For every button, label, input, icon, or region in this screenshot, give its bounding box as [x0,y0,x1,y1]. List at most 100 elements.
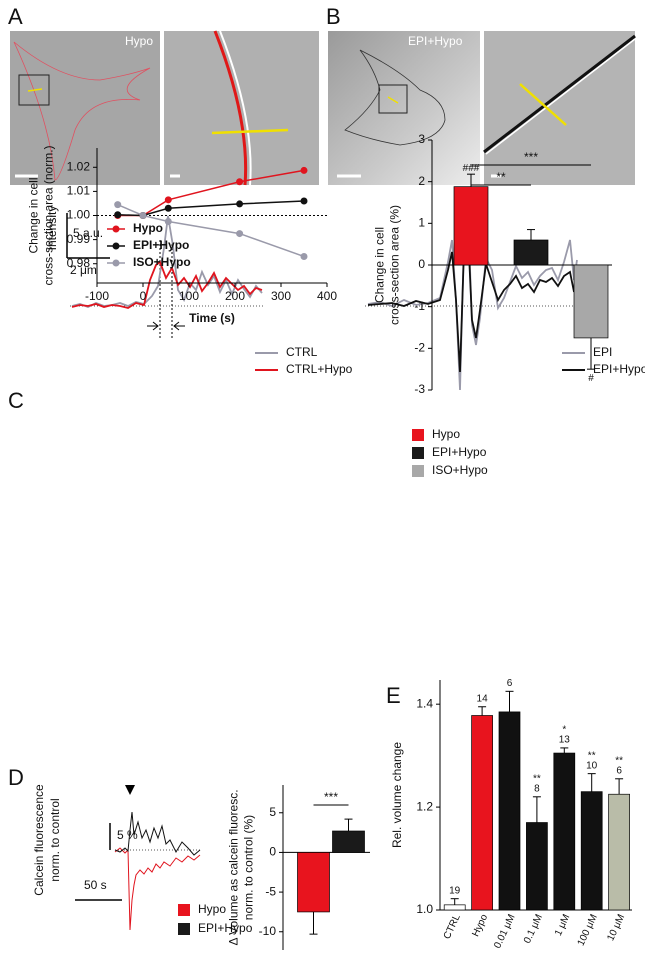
x-tick-label: Hypo [470,912,490,938]
scale-label: 50 s [84,878,107,892]
series-point [164,196,172,204]
x-tick-label: CTRL [442,912,463,941]
bar [297,852,330,913]
annotation: ** [533,773,541,784]
scale-label: 5 a.u. [73,226,103,240]
n-label: 8 [534,783,540,794]
bar [332,830,365,853]
y-tick-label: -1 [414,299,425,313]
bar [580,791,603,911]
series-point [114,211,122,219]
legend-marker [112,225,120,233]
x-tick-label: 400 [317,289,337,303]
panel-label: A [8,4,23,29]
series-point [236,178,244,186]
micrograph-b: EPI+Hypo [328,31,636,185]
series-point [139,212,147,219]
bar [553,752,576,911]
traces-a: Intensity 5 a.u. 2 μm CTRL CTRL+Hypo [45,206,353,377]
y-label: Calcein fluorescence [32,784,46,896]
y-tick-label: 1.4 [416,696,433,710]
y-tick-label: -2 [414,341,425,355]
legend-swatch [178,923,190,935]
y-tick-label: 0 [418,257,425,271]
y-tick-label: 1.01 [67,184,91,198]
y-tick-label: 1 [418,216,425,230]
y-label: Change in cell [27,177,41,253]
n-label: 14 [477,693,489,704]
legend-marker [112,242,120,250]
annotation: ** [615,755,623,766]
annotation: ### [463,163,480,174]
y-label: cross-section area (%) [388,205,402,325]
x-tick-label: 300 [271,289,291,303]
panel-label: C [8,388,24,413]
x-tick-label: 0.1 μM [522,913,545,946]
x-tick-label: 0 [140,289,147,303]
legend-label: ISO+Hypo [133,255,191,269]
legend-label: Hypo [432,427,460,441]
n-label: 19 [449,885,461,896]
image-label: Hypo [125,34,153,48]
y-label: norm. to control (%) [242,815,256,920]
y-tick-label: 0 [269,845,276,859]
series-point [114,201,122,209]
legend-label: ISO+Hypo [432,463,488,477]
y-label: Rel. volume change [390,742,404,848]
n-label: 6 [507,678,513,689]
scale-label: 5 % [117,828,138,842]
significance-label: *** [324,790,338,804]
x-tick-label: 200 [225,289,245,303]
image-label: EPI+Hypo [408,34,463,48]
legend-swatch [178,904,190,916]
y-tick-label: -10 [259,924,277,938]
y-tick-label: 3 [418,132,425,146]
series-point [300,252,308,260]
y-tick-label: -3 [414,382,425,396]
y-tick-label: 5 [269,805,276,819]
y-label: cross-section area (norm.) [42,145,56,285]
series-point [300,166,308,174]
series-point [164,204,172,212]
significance-label: ** [496,170,506,184]
legend-label: Hypo [133,221,163,235]
y-tick-label: 2 [418,174,425,188]
n-label: 6 [616,765,622,776]
series-point [300,197,308,205]
panel-label: B [326,4,341,29]
y-tick-label: 1.2 [416,799,433,813]
y-tick-label: 0.98 [67,256,91,270]
scale-label: 2 μm [70,263,97,277]
x-tick-label: 10 μM [605,913,627,943]
bar [453,186,489,266]
y-tick-label: 1.00 [67,208,91,222]
legend-label: Hypo [198,902,226,916]
x-tick-label: 100 μM [576,913,600,948]
y-label: Change in cell [373,227,387,303]
y-tick-label: 0.99 [67,232,91,246]
legend-label: CTRL [286,345,318,359]
series-point [236,200,244,208]
panel-label: D [8,765,24,790]
micrograph-a: Hypo [10,30,319,186]
bar [526,822,548,911]
panel-label: E [386,683,401,708]
x-label: Time (s) [189,311,235,325]
annotation: ** [588,750,596,761]
x-tick-label: 0.01 μM [492,913,517,951]
bar [608,793,630,911]
legend-swatch [412,465,424,477]
bar [443,904,466,911]
traces-d: Calcein fluorescence norm. to control 5 … [32,784,201,931]
legend-label: EPI [593,345,612,359]
y-label: Δ Volume as calcein fluoresc. [227,789,241,945]
legend-swatch [412,429,424,441]
bar [513,239,549,266]
bar [471,715,493,911]
n-label: 13 [559,735,571,746]
x-tick-label: 100 [179,289,199,303]
legend-label: EPI+Hypo [432,445,487,459]
series-point [164,218,172,226]
